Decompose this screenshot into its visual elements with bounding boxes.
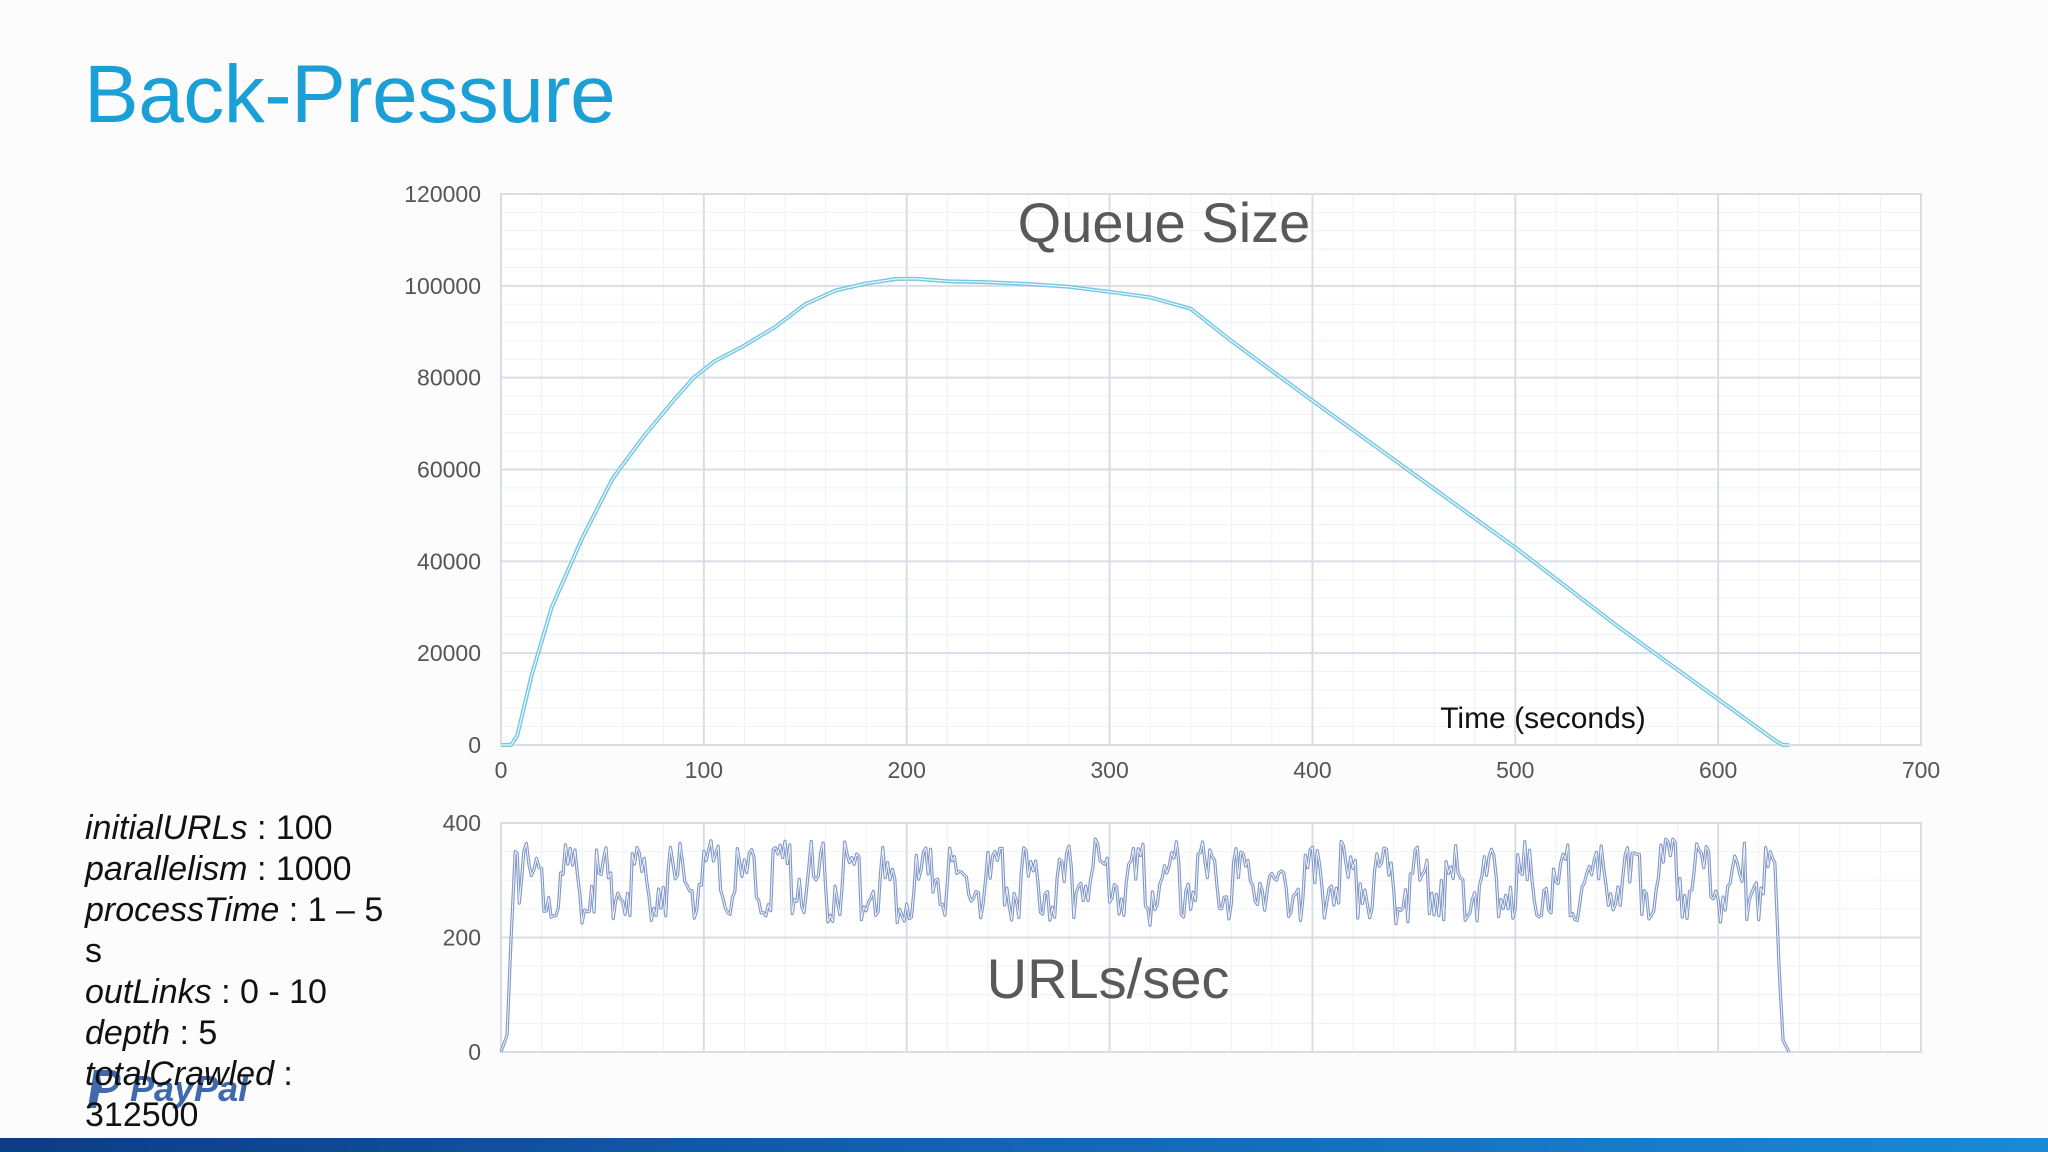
y-tick-label: 400 <box>443 810 481 836</box>
series-line-highlight <box>500 838 1790 1053</box>
x-axis-label: Time (seconds) <box>1440 702 1646 735</box>
x-tick-label: 400 <box>1293 757 1331 783</box>
chart-title: Queue Size <box>1018 191 1311 254</box>
x-tick-label: 100 <box>685 757 723 783</box>
x-tick-label: 200 <box>888 757 926 783</box>
y-tick-label: 100000 <box>404 273 481 299</box>
y-tick-label: 0 <box>468 1039 481 1065</box>
param-parallelism: parallelism : 1000 <box>85 850 352 888</box>
paypal-logo: PayPal <box>86 1066 276 1112</box>
y-tick-label: 200 <box>443 925 481 951</box>
x-tick-label: 300 <box>1090 757 1128 783</box>
param-out-links: outLinks : 0 - 10 <box>85 973 327 1011</box>
parameters-list: initialURLs : 100 parallelism : 1000 pro… <box>85 808 405 1136</box>
y-tick-label: 120000 <box>404 181 481 207</box>
footer-bar <box>0 1138 2048 1152</box>
y-tick-label: 80000 <box>417 365 481 391</box>
param-process-time: processTime : 1 – 5 s <box>85 891 384 970</box>
param-initial-urls: initialURLs : 100 <box>85 809 333 847</box>
y-tick-label: 0 <box>468 732 481 758</box>
y-tick-label: 20000 <box>417 640 481 666</box>
x-tick-label: 600 <box>1699 757 1737 783</box>
y-tick-label: 60000 <box>417 457 481 483</box>
x-tick-label: 0 <box>495 757 508 783</box>
x-tick-label: 500 <box>1496 757 1534 783</box>
slide-title: Back-Pressure <box>84 49 616 140</box>
paypal-logo-text: PayPal <box>130 1068 249 1109</box>
y-tick-label: 40000 <box>417 548 481 574</box>
paypal-p-icon <box>88 1070 121 1108</box>
param-depth: depth : 5 <box>85 1014 218 1052</box>
chart-title: URLs/sec <box>987 947 1230 1010</box>
series-line-highlight <box>501 278 1790 746</box>
x-tick-label: 700 <box>1902 757 1940 783</box>
param-total-crawled: totalCrawled : 312500 <box>85 1055 293 1134</box>
